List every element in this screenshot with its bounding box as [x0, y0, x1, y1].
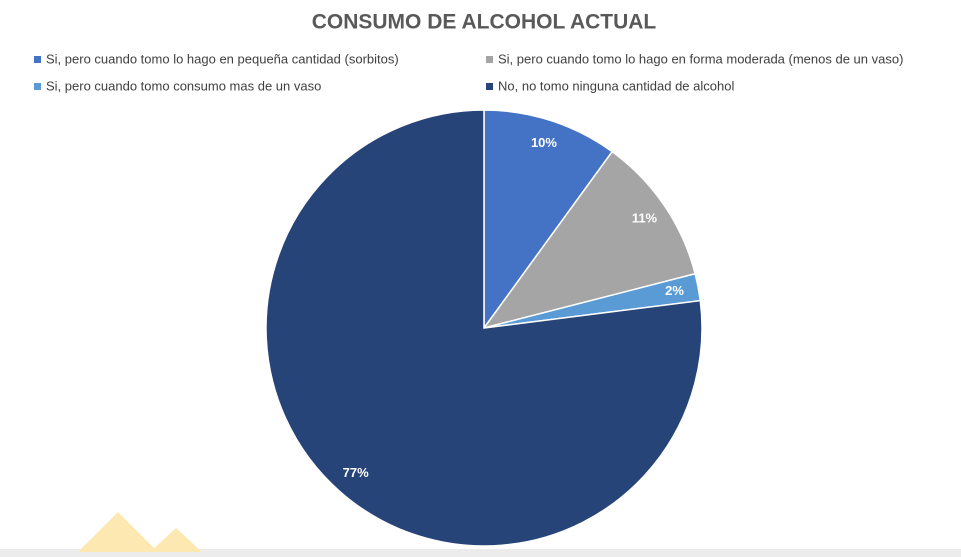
chart-title: CONSUMO DE ALCOHOL ACTUAL — [312, 11, 657, 34]
decoration — [150, 528, 202, 552]
decoration — [78, 512, 158, 552]
legend-label: Si, pero cuando tomo lo hago en forma mo… — [498, 51, 903, 66]
bottom-strip — [0, 549, 961, 557]
legend-swatch — [34, 56, 41, 63]
pie-slice — [482, 150, 697, 330]
pie: 10% 11% 2% 77% — [265, 109, 703, 547]
slice-label: 2% — [665, 283, 684, 298]
legend-swatch — [34, 83, 41, 90]
slice-label: 77% — [343, 465, 369, 480]
legend-swatch — [486, 56, 493, 63]
legend: Si, pero cuando tomo lo hago en pequeña … — [34, 51, 903, 93]
legend-label: Si, pero cuando tomo consumo mas de un v… — [46, 78, 321, 93]
legend-label: No, no tomo ninguna cantidad de alcohol — [498, 78, 734, 93]
pie-slice — [265, 109, 703, 547]
legend-label: Si, pero cuando tomo lo hago en pequeña … — [46, 51, 399, 66]
slice-label: 11% — [632, 210, 658, 225]
pie-slice — [483, 109, 614, 331]
legend-swatch — [486, 83, 493, 90]
slice-label: 10% — [531, 135, 557, 150]
